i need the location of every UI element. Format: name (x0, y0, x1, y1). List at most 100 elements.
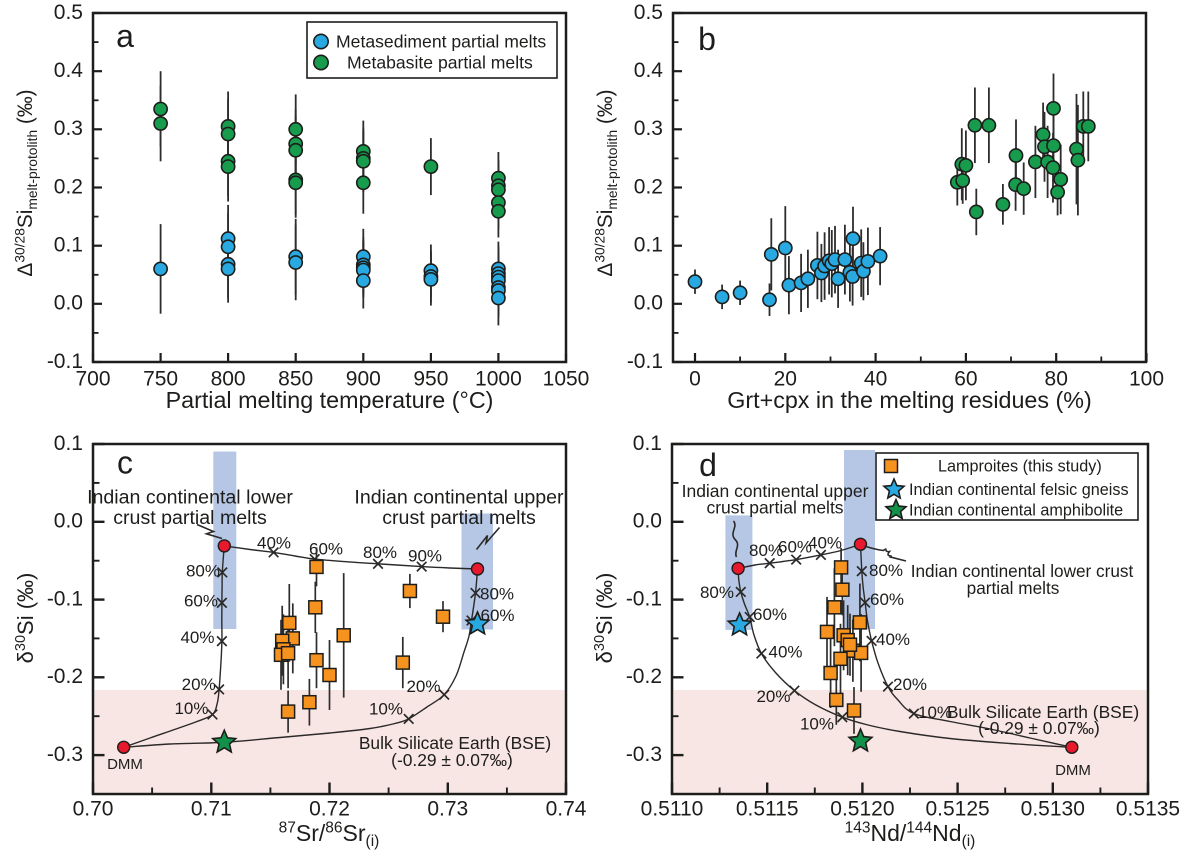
svg-text:0.0: 0.0 (634, 292, 663, 315)
svg-text:20%: 20% (756, 687, 790, 706)
svg-text:-0.2: -0.2 (626, 665, 662, 688)
svg-text:partial melts: partial melts (967, 578, 1060, 598)
svg-text:Bulk Silicate Earth (BSE): Bulk Silicate Earth (BSE) (947, 702, 1139, 722)
svg-text:60%: 60% (184, 591, 218, 610)
svg-text:δ30Si (‰): δ30Si (‰) (13, 573, 38, 664)
svg-text:DMM: DMM (1055, 762, 1091, 779)
svg-text:crust partial melts: crust partial melts (706, 498, 843, 518)
svg-text:δ30Si (‰): δ30Si (‰) (592, 573, 617, 664)
svg-text:90%: 90% (408, 547, 442, 566)
svg-text:20%: 20% (182, 675, 216, 694)
svg-text:40%: 40% (180, 628, 214, 647)
svg-text:80: 80 (1045, 367, 1068, 390)
svg-text:0.5110: 0.5110 (641, 798, 704, 821)
svg-text:20%: 20% (893, 675, 927, 694)
svg-text:850: 850 (278, 367, 313, 390)
svg-text:0.3: 0.3 (634, 117, 663, 140)
svg-text:0.0: 0.0 (633, 510, 662, 533)
svg-text:Lamproites (this study): Lamproites (this study) (938, 458, 1102, 476)
svg-text:100: 100 (1129, 367, 1164, 390)
svg-text:80%: 80% (480, 585, 514, 604)
svg-text:Metabasite partial melts: Metabasite partial melts (347, 53, 533, 73)
svg-text:-0.3: -0.3 (47, 743, 83, 766)
svg-text:0.0: 0.0 (54, 292, 83, 315)
svg-text:80%: 80% (869, 561, 903, 580)
svg-text:a: a (116, 18, 134, 54)
svg-text:0.5125: 0.5125 (925, 798, 989, 821)
svg-text:80%: 80% (749, 541, 783, 560)
svg-text:80%: 80% (700, 583, 734, 602)
svg-text:0.4: 0.4 (634, 59, 664, 82)
svg-text:-0.1: -0.1 (47, 587, 83, 610)
svg-text:-0.1: -0.1 (47, 350, 83, 373)
svg-text:Grt+cpx in the melting residue: Grt+cpx in the melting residues (%) (727, 387, 1091, 413)
svg-text:60%: 60% (778, 538, 812, 557)
svg-text:-0.2: -0.2 (47, 665, 83, 688)
svg-text:0.0: 0.0 (54, 510, 83, 533)
svg-text:0.71: 0.71 (191, 798, 232, 821)
svg-text:0.1: 0.1 (633, 432, 662, 455)
svg-text:40%: 40% (257, 534, 291, 553)
svg-text:87Sr/86Sr(i): 87Sr/86Sr(i) (279, 820, 380, 851)
svg-text:0.5: 0.5 (54, 1, 83, 24)
svg-text:0.5: 0.5 (634, 1, 663, 24)
svg-text:900: 900 (346, 367, 381, 390)
svg-text:Indian continental amphibolite: Indian continental amphibolite (909, 502, 1123, 520)
svg-text:80%: 80% (186, 562, 220, 581)
svg-text:10%: 10% (369, 700, 403, 719)
svg-text:Indian continental upper: Indian continental upper (354, 487, 564, 509)
svg-text:Partial melting temperature (°: Partial melting temperature (°C) (166, 387, 494, 413)
svg-text:Δ30/28Simelt-protolith (‰): Δ30/28Simelt-protolith (‰) (13, 89, 41, 276)
svg-text:1050: 1050 (543, 367, 590, 390)
svg-text:Indian continental upper: Indian continental upper (682, 481, 869, 501)
svg-text:40%: 40% (769, 643, 803, 662)
svg-text:0.70: 0.70 (73, 798, 114, 821)
svg-text:10%: 10% (800, 715, 834, 734)
svg-text:0.5135: 0.5135 (1116, 798, 1180, 821)
svg-text:b: b (698, 21, 716, 57)
svg-text:0.1: 0.1 (54, 234, 83, 257)
svg-text:20%: 20% (406, 677, 440, 696)
svg-text:0.2: 0.2 (634, 175, 663, 198)
svg-text:0.1: 0.1 (634, 234, 663, 257)
svg-text:0.1: 0.1 (54, 432, 83, 455)
svg-text:143Nd/144Nd(i): 143Nd/144Nd(i) (845, 820, 976, 851)
svg-text:20: 20 (774, 367, 797, 390)
svg-text:0.5115: 0.5115 (736, 798, 799, 821)
svg-text:0.73: 0.73 (427, 798, 468, 821)
svg-text:10%: 10% (174, 699, 208, 718)
svg-text:-0.1: -0.1 (627, 350, 663, 373)
svg-text:0.74: 0.74 (546, 798, 587, 821)
svg-text:0: 0 (689, 367, 701, 390)
svg-text:800: 800 (211, 367, 246, 390)
svg-text:40: 40 (864, 367, 887, 390)
svg-text:0.5120: 0.5120 (830, 798, 894, 821)
svg-text:1000: 1000 (475, 367, 522, 390)
svg-text:(-0.29 ± 0.07‰): (-0.29 ± 0.07‰) (391, 750, 513, 770)
svg-text:0.2: 0.2 (54, 175, 83, 198)
svg-text:60%: 60% (870, 590, 904, 609)
svg-text:950: 950 (413, 367, 448, 390)
svg-text:(-0.29 ± 0.07‰): (-0.29 ± 0.07‰) (978, 718, 1100, 738)
svg-text:-0.1: -0.1 (626, 587, 662, 610)
svg-text:crust partial melts: crust partial melts (382, 507, 536, 529)
svg-text:0.3: 0.3 (54, 117, 83, 140)
svg-text:60: 60 (954, 367, 977, 390)
svg-text:Indian continental lower crust: Indian continental lower crust (911, 561, 1134, 581)
svg-text:750: 750 (143, 367, 178, 390)
svg-text:d: d (699, 447, 717, 483)
svg-text:c: c (117, 445, 133, 481)
svg-text:40%: 40% (808, 534, 842, 553)
svg-text:Δ30/28Simelt-protolith (‰): Δ30/28Simelt-protolith (‰) (593, 89, 621, 276)
svg-text:0.4: 0.4 (54, 59, 84, 82)
svg-text:0.72: 0.72 (309, 798, 350, 821)
svg-text:DMM: DMM (107, 756, 143, 773)
svg-text:Indian continental lower: Indian continental lower (87, 487, 293, 509)
svg-text:Indian continental felsic gnei: Indian continental felsic gneiss (909, 481, 1129, 499)
svg-text:60%: 60% (753, 605, 787, 624)
svg-text:Metasediment partial melts: Metasediment partial melts (336, 32, 546, 52)
svg-text:10%: 10% (918, 703, 952, 722)
svg-text:0.5130: 0.5130 (1021, 798, 1085, 821)
svg-text:60%: 60% (309, 540, 343, 559)
svg-text:700: 700 (75, 367, 110, 390)
